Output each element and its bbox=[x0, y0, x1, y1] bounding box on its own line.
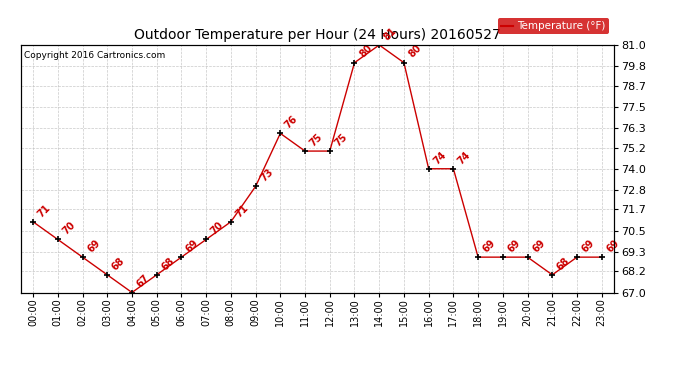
Text: 74: 74 bbox=[456, 149, 473, 166]
Text: 68: 68 bbox=[159, 255, 176, 272]
Text: 67: 67 bbox=[135, 273, 151, 290]
Text: 76: 76 bbox=[283, 114, 299, 130]
Legend: Temperature (°F): Temperature (°F) bbox=[497, 18, 609, 34]
Text: 68: 68 bbox=[555, 255, 572, 272]
Text: 74: 74 bbox=[431, 149, 448, 166]
Text: 71: 71 bbox=[36, 202, 52, 219]
Text: 80: 80 bbox=[357, 43, 374, 60]
Text: 69: 69 bbox=[86, 238, 102, 254]
Text: 69: 69 bbox=[184, 238, 201, 254]
Title: Outdoor Temperature per Hour (24 Hours) 20160527: Outdoor Temperature per Hour (24 Hours) … bbox=[134, 28, 501, 42]
Text: 69: 69 bbox=[580, 238, 596, 254]
Text: 75: 75 bbox=[333, 132, 349, 148]
Text: 69: 69 bbox=[481, 238, 497, 254]
Text: 71: 71 bbox=[234, 202, 250, 219]
Text: 73: 73 bbox=[258, 167, 275, 184]
Text: 75: 75 bbox=[308, 132, 324, 148]
Text: 69: 69 bbox=[604, 238, 621, 254]
Text: Copyright 2016 Cartronics.com: Copyright 2016 Cartronics.com bbox=[24, 51, 166, 60]
Text: 70: 70 bbox=[209, 220, 226, 237]
Text: 81: 81 bbox=[382, 26, 399, 42]
Text: 69: 69 bbox=[506, 238, 522, 254]
Text: 68: 68 bbox=[110, 255, 127, 272]
Text: 80: 80 bbox=[406, 43, 424, 60]
Text: 70: 70 bbox=[61, 220, 77, 237]
Text: 69: 69 bbox=[531, 238, 547, 254]
